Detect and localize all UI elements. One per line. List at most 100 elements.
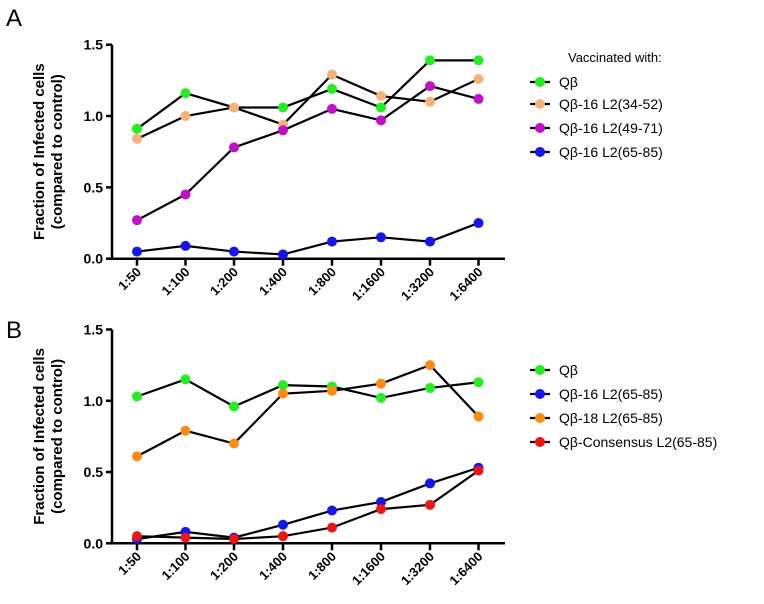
legend-item: Qβ: [530, 74, 578, 90]
legend-label: Qβ-18 L2(65-85): [559, 410, 663, 426]
x-tick-label: 1:3200: [398, 549, 437, 588]
y-tick-label: 0.0: [84, 251, 104, 267]
data-point: [376, 378, 386, 389]
y-tick-label: 0.0: [84, 535, 104, 551]
x-tick-label: 1:6400: [446, 264, 485, 303]
data-point: [180, 374, 191, 385]
y-tick-label: 1.0: [84, 108, 104, 124]
x-tick-label: 1:400: [256, 549, 290, 583]
x-tick-label: 1:400: [256, 264, 290, 298]
legend-marker: [535, 147, 545, 157]
data-point: [376, 504, 386, 515]
data-point: [278, 519, 288, 530]
legend-item: Qβ-16 L2(65-85): [530, 144, 663, 160]
legend-label: Qβ-16 L2(65-85): [559, 144, 663, 160]
x-tick-label: 1:3200: [398, 264, 437, 303]
legend-marker: [535, 389, 545, 399]
data-point: [180, 88, 191, 99]
data-point: [376, 232, 386, 243]
data-point: [180, 240, 191, 251]
legend-label: Qβ-16 L2(49-71): [559, 120, 663, 136]
data-point: [278, 380, 288, 391]
y-tick-label: 0.5: [84, 179, 104, 195]
data-point: [180, 425, 191, 436]
data-point: [473, 55, 484, 66]
data-point: [132, 451, 142, 462]
legend-marker: [535, 77, 545, 87]
data-point: [278, 531, 288, 542]
series-line-1: [136, 466, 479, 541]
data-point: [376, 115, 386, 126]
series-line-3: [136, 222, 479, 256]
data-point: [425, 81, 435, 92]
legend-label: Qβ-16 L2(34-52): [559, 96, 663, 112]
legend-marker: [535, 99, 545, 109]
y-tick-label: 0.5: [84, 464, 104, 480]
data-point: [229, 142, 239, 153]
x-tick-label: 1:100: [159, 549, 193, 583]
data-point: [180, 532, 191, 543]
legend-marker: [535, 437, 545, 447]
legend-item: Qβ-18 L2(65-85): [530, 410, 663, 426]
data-point: [278, 102, 288, 113]
data-point: [278, 249, 288, 260]
legend-title: Vaccinated with:: [568, 50, 662, 65]
data-point: [327, 522, 337, 533]
data-point: [425, 382, 435, 393]
legend-marker: [535, 365, 545, 375]
data-point: [425, 236, 435, 247]
y-axis-label: Fraction of Infected cells(compared to c…: [31, 348, 66, 525]
x-tick-label: 1:50: [115, 549, 144, 578]
series-line-1: [136, 73, 479, 140]
y-tick-label: 1.5: [84, 322, 104, 338]
data-point: [229, 401, 239, 412]
data-point: [473, 411, 484, 422]
series-line-2: [136, 84, 479, 222]
data-point: [327, 505, 337, 516]
data-point: [473, 73, 484, 84]
data-point: [132, 133, 142, 144]
legend-marker: [535, 123, 545, 133]
data-point: [327, 69, 337, 80]
x-tick-label: 1:200: [207, 264, 241, 298]
x-tick-label: 1:200: [207, 549, 241, 583]
data-point: [425, 55, 435, 66]
legend-label: Qβ: [559, 362, 578, 378]
panel-b: B Fraction of Infected cells(compared to …: [6, 317, 717, 588]
x-tick-label: 1:50: [115, 264, 144, 293]
y-axis-label: Fraction of Infected cells(compared to c…: [31, 63, 66, 240]
data-point: [376, 102, 386, 113]
legend-label: Qβ-16 L2(65-85): [559, 386, 663, 402]
series-line-3: [136, 469, 480, 541]
legend-item: Qβ: [530, 362, 578, 378]
legend-marker: [535, 413, 545, 423]
data-point: [425, 499, 435, 510]
x-tick-label: 1:1600: [349, 549, 388, 588]
y-axis-label-line1: Fraction of Infected cells: [31, 63, 48, 240]
data-point: [180, 111, 191, 122]
series-line-2: [136, 363, 480, 458]
legend-label: Qβ: [559, 74, 578, 90]
data-point: [278, 388, 288, 399]
data-point: [425, 96, 435, 107]
series-line-0: [136, 378, 479, 408]
y-axis-label-line1: Fraction of Infected cells: [31, 348, 48, 525]
y-axis-label-line2: (compared to control): [49, 359, 66, 514]
data-point: [327, 385, 337, 396]
x-tick-label: 1:800: [305, 549, 339, 583]
x-tick-label: 1:100: [159, 264, 193, 298]
data-point: [278, 125, 288, 136]
data-point: [473, 218, 484, 229]
data-point: [132, 531, 142, 542]
legend-item: Qβ-Consensus L2(65-85): [530, 434, 717, 450]
panel-label: A: [6, 5, 22, 32]
data-point: [425, 478, 435, 489]
x-tick-label: 1:800: [305, 264, 339, 298]
data-point: [473, 465, 484, 476]
legend-item: Qβ-16 L2(34-52): [530, 96, 663, 112]
legend-label: Qβ-Consensus L2(65-85): [559, 434, 717, 450]
data-point: [180, 189, 191, 200]
data-point: [229, 438, 239, 449]
data-point: [327, 83, 337, 94]
